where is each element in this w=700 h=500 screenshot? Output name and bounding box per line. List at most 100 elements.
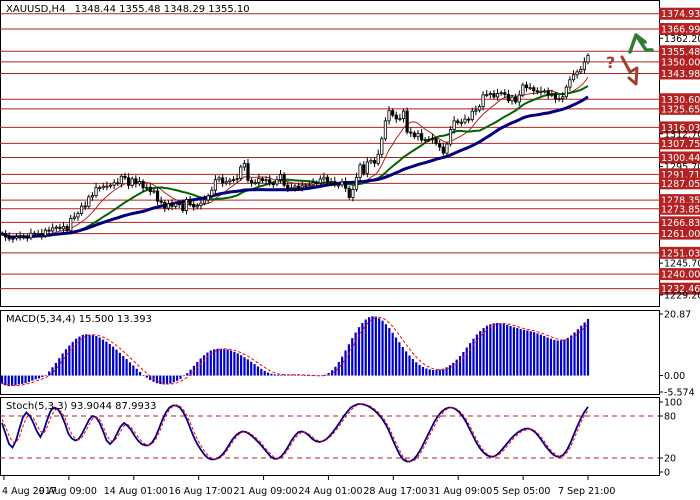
candle-body-140 bbox=[506, 94, 511, 102]
macd-bar-30 bbox=[101, 339, 105, 376]
macd-bar-116 bbox=[391, 332, 394, 376]
candle-body-148 bbox=[535, 90, 539, 93]
macd-bar-153 bbox=[516, 328, 519, 376]
candle-body-112 bbox=[405, 110, 409, 133]
price-tick-label-23: 1229.20 bbox=[664, 290, 700, 301]
macd-bar-110 bbox=[371, 316, 374, 376]
macd-bar-167 bbox=[563, 339, 566, 376]
level-tag-14 bbox=[659, 177, 700, 190]
macd-bar-111 bbox=[374, 316, 377, 376]
candle-body-20 bbox=[72, 216, 76, 219]
candle-body-127 bbox=[459, 121, 463, 124]
candle-body-16 bbox=[58, 226, 62, 230]
macd-bar-140 bbox=[472, 338, 475, 376]
candle-body-86 bbox=[311, 182, 315, 186]
macd-bar-19 bbox=[64, 349, 68, 376]
macd-bar-120 bbox=[405, 351, 408, 376]
candle-body-42 bbox=[152, 190, 156, 193]
macd-bar-126 bbox=[425, 368, 428, 376]
macd-bar-4 bbox=[14, 375, 17, 386]
macd-bar-119 bbox=[401, 346, 404, 376]
macd-tick-label-1: 0.00 bbox=[664, 371, 685, 382]
macd-bar-49 bbox=[165, 375, 169, 385]
macd-bar-38 bbox=[128, 362, 132, 376]
macd-tick-label-2: -5.574 bbox=[664, 388, 695, 399]
macd-bar-150 bbox=[506, 324, 509, 376]
macd-bar-39 bbox=[132, 365, 135, 376]
candle-body-28 bbox=[101, 185, 105, 189]
level-tag-5 bbox=[659, 67, 700, 80]
time-tick-label-7: 31 Aug 09:00 bbox=[428, 486, 492, 497]
level-label-15: 1278.35 bbox=[661, 196, 700, 207]
candle-body-154 bbox=[557, 98, 561, 100]
candle-body-68 bbox=[246, 163, 250, 181]
candle-body-87 bbox=[315, 182, 319, 185]
macd-tick-label-0: 20.87 bbox=[664, 310, 691, 321]
macd-bar-81 bbox=[273, 374, 276, 376]
price-panel: ? XAUUSD,H4 1348.44 1355.48 1348.29 1355… bbox=[0, 0, 700, 307]
candle-body-145 bbox=[524, 84, 529, 89]
level-label-1: 1366.99 bbox=[661, 25, 700, 36]
macd-bar-158 bbox=[533, 332, 536, 376]
level-tag-18 bbox=[659, 227, 700, 240]
candle-body-72 bbox=[260, 178, 265, 182]
macd-bar-70 bbox=[236, 353, 239, 376]
candle-body-100 bbox=[362, 164, 366, 174]
candle-body-57 bbox=[206, 195, 210, 201]
candle-body-51 bbox=[184, 199, 189, 212]
candle-body-74 bbox=[268, 179, 272, 185]
candle-body-7 bbox=[25, 236, 29, 239]
macd-bar-100 bbox=[337, 361, 340, 376]
price-tick-label-9: 1312.70 bbox=[664, 129, 700, 140]
candle-body-73 bbox=[264, 179, 268, 182]
macd-bar-75 bbox=[253, 364, 256, 376]
candle-body-17 bbox=[61, 226, 66, 230]
macd-bar-44 bbox=[149, 375, 152, 380]
candle-body-76 bbox=[275, 179, 279, 185]
candle-body-45 bbox=[163, 201, 167, 209]
macd-bar-65 bbox=[219, 348, 223, 376]
macd-bar-46 bbox=[155, 375, 159, 384]
macd-bar-47 bbox=[159, 375, 162, 385]
level-tag-16 bbox=[659, 202, 700, 215]
level-label-3: 1355.48 bbox=[661, 47, 700, 58]
candle-body-156 bbox=[564, 86, 568, 98]
macd-bar-78 bbox=[263, 370, 266, 376]
candle-body-43 bbox=[155, 190, 160, 202]
candle-body-137 bbox=[495, 93, 500, 98]
macd-bar-59 bbox=[199, 358, 202, 376]
candle-body-135 bbox=[488, 93, 492, 96]
candle-body-22 bbox=[79, 205, 84, 214]
candle-body-9 bbox=[32, 232, 37, 235]
candle-body-139 bbox=[503, 92, 507, 95]
macd-bar-135 bbox=[455, 359, 458, 376]
macd-bar-145 bbox=[489, 324, 492, 376]
macd-bar-155 bbox=[522, 329, 526, 376]
candle-body-80 bbox=[289, 187, 293, 190]
candle-body-124 bbox=[448, 129, 453, 145]
candle-body-13 bbox=[47, 229, 51, 232]
candle-body-149 bbox=[539, 90, 543, 93]
candle-body-101 bbox=[365, 161, 369, 174]
level-tag-22 bbox=[659, 282, 700, 295]
macd-bar-144 bbox=[485, 325, 489, 376]
candle-body-56 bbox=[202, 199, 207, 204]
macd-bar-24 bbox=[81, 334, 84, 376]
macd-bar-63 bbox=[213, 349, 216, 376]
macd-bar-138 bbox=[465, 347, 468, 376]
macd-bar-123 bbox=[415, 362, 418, 376]
candle-body-46 bbox=[166, 203, 170, 209]
candle-body-94 bbox=[340, 181, 344, 186]
candle-body-41 bbox=[148, 186, 152, 192]
macd-bar-106 bbox=[357, 327, 361, 376]
macd-bar-122 bbox=[411, 359, 414, 376]
macd-bar-174 bbox=[586, 318, 590, 376]
macd-bar-128 bbox=[431, 369, 435, 376]
macd-bar-9 bbox=[31, 375, 34, 381]
candle-body-150 bbox=[542, 90, 547, 93]
chart-header: XAUUSD,H4 1348.44 1355.48 1348.29 1355.1… bbox=[6, 4, 250, 15]
macd-bar-108 bbox=[364, 319, 367, 376]
candle-body-61 bbox=[221, 177, 225, 184]
time-tick-label-3: 16 Aug 17:00 bbox=[169, 486, 233, 497]
